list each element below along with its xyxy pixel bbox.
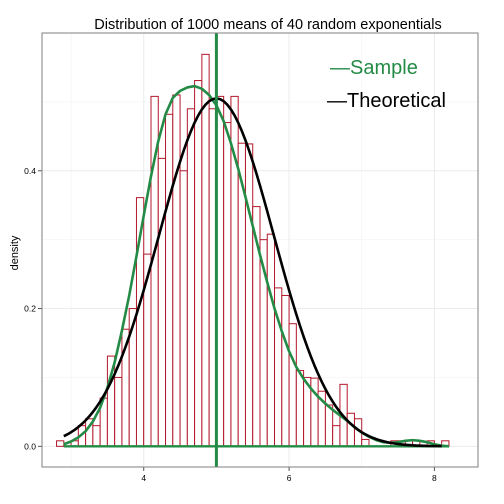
- axes: 4 6 8 0.0 0.2 0.4: [24, 166, 437, 483]
- y-axis-label: density: [9, 235, 21, 270]
- x-tick-label: 8: [432, 473, 437, 483]
- histogram-bar: [324, 404, 334, 447]
- histogram-bar: [157, 157, 167, 447]
- histogram-bar: [92, 425, 101, 447]
- histogram-bar: [244, 143, 254, 447]
- histogram-bar: [332, 425, 341, 447]
- histogram-bar: [201, 53, 210, 447]
- histogram-bar: [288, 323, 297, 447]
- x-tick-label: 6: [287, 473, 292, 483]
- y-tick-label: 0.2: [24, 304, 36, 314]
- histogram-bars: [56, 53, 450, 447]
- chart-title: Distribution of 1000 means of 40 random …: [94, 17, 441, 33]
- histogram-bar: [186, 108, 196, 447]
- histogram-bar: [346, 412, 355, 447]
- density-curves: [63, 33, 450, 467]
- legend-sample: —Sample: [330, 57, 418, 79]
- histogram-bar: [295, 370, 305, 447]
- histogram-bar: [56, 440, 65, 447]
- histogram-bar: [179, 170, 188, 447]
- histogram-bar: [165, 113, 174, 447]
- histogram-bar: [266, 233, 276, 447]
- histogram-bar: [223, 122, 232, 447]
- histogram-bar: [172, 94, 181, 447]
- histogram-bar: [194, 80, 203, 447]
- y-tick-label: 0.4: [24, 166, 36, 176]
- panel-border: [41, 32, 479, 468]
- histogram-bar: [281, 294, 290, 447]
- x-tick-label: 4: [141, 473, 146, 483]
- legend: —Sample —Theoretical: [327, 57, 446, 112]
- legend-theoretical: —Theoretical: [327, 90, 446, 112]
- histogram-bar: [114, 376, 123, 447]
- y-tick-label: 0.0: [24, 441, 36, 451]
- theoretical-density-curve: [63, 97, 442, 448]
